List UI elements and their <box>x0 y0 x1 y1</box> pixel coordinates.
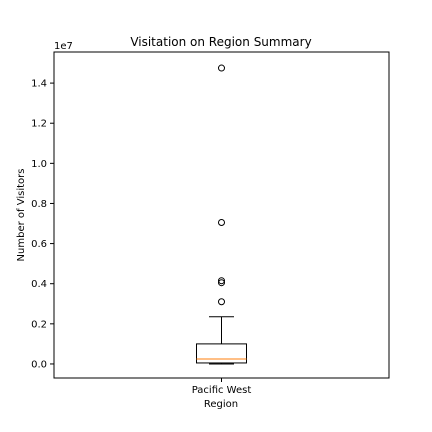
y-tick-label: 1.4 <box>31 79 47 90</box>
y-tick-label: 1.2 <box>31 119 47 130</box>
x-tick-label: Pacific West <box>192 385 252 396</box>
x-axis-label: Region <box>204 399 238 410</box>
outlier-point <box>218 219 225 227</box>
y-tick-label: 1.0 <box>31 159 47 170</box>
plot-frame <box>53 51 390 379</box>
box-plot-marks <box>196 64 247 365</box>
y-tick-label: 0.2 <box>31 319 47 330</box>
outlier-point <box>218 277 225 285</box>
y-tick-label: 0.6 <box>31 239 47 250</box>
x-axis-ticks: Pacific West <box>192 378 252 396</box>
y-axis-label: Number of Visitors <box>16 169 27 262</box>
y-axis-ticks: 0.0 0.2 0.4 0.6 0.8 1.0 1.2 1.4 <box>31 79 54 370</box>
chart-title: Visitation on Region Summary <box>130 35 311 49</box>
outlier-point <box>218 298 225 306</box>
y-offset-text: 1e7 <box>54 41 73 52</box>
y-tick-label: 0.4 <box>31 279 47 290</box>
outlier-point <box>218 279 225 287</box>
y-tick-label: 0.8 <box>31 199 47 210</box>
y-tick-label: 0.0 <box>31 359 47 370</box>
iqr-box <box>196 343 247 364</box>
outlier-point <box>218 64 225 72</box>
